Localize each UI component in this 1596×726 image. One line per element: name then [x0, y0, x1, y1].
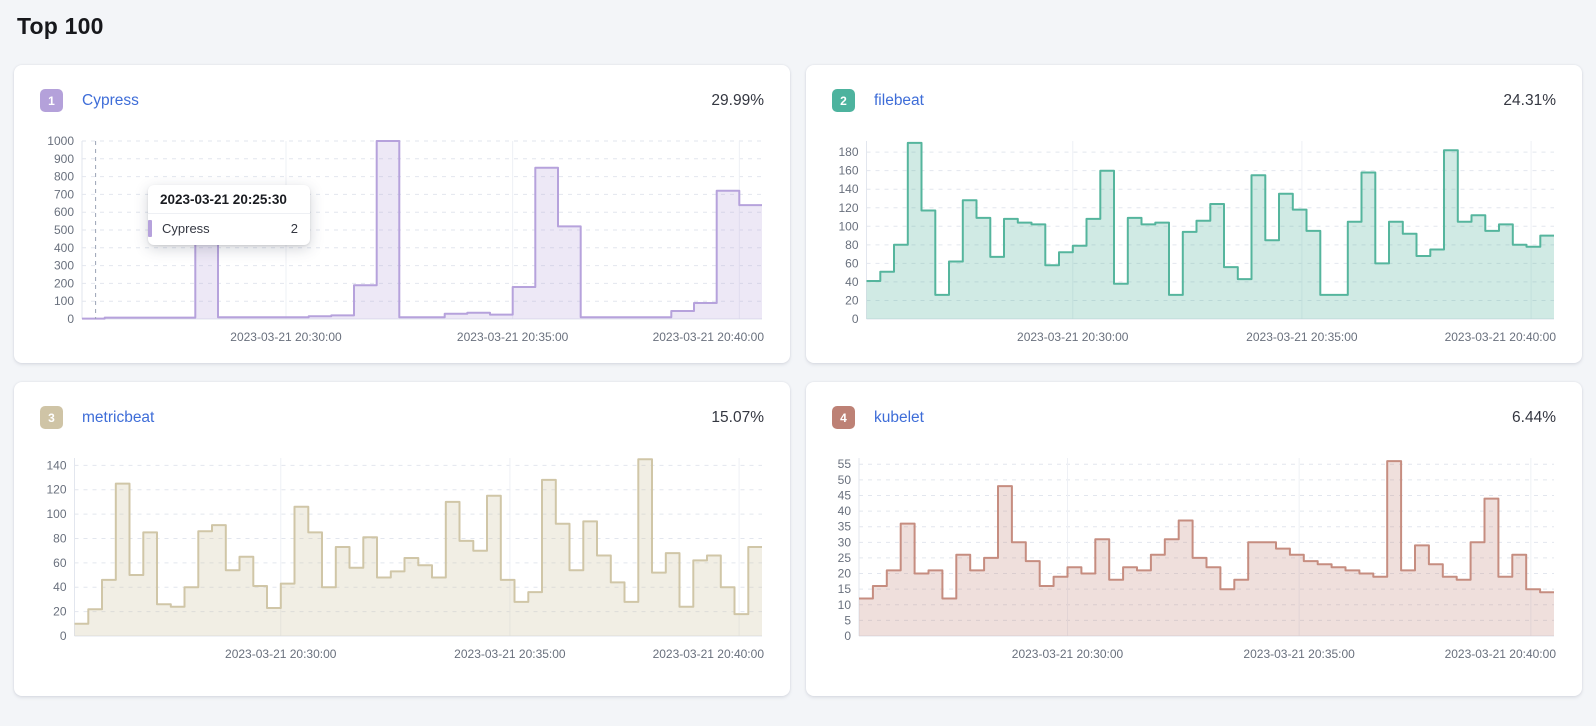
svg-text:80: 80	[845, 238, 859, 252]
svg-text:0: 0	[67, 312, 74, 326]
svg-text:40: 40	[53, 580, 67, 594]
svg-text:900: 900	[54, 152, 74, 166]
svg-text:5: 5	[844, 613, 851, 627]
svg-text:2023-03-21 20:30:00: 2023-03-21 20:30:00	[230, 330, 342, 344]
svg-text:15: 15	[838, 582, 852, 596]
kubelet-chart[interactable]: 0 5 10 15 20 25 30 35 40 45 50 55 2023-03-21 20:30:0…	[832, 450, 1556, 662]
rank-badge: 4	[832, 406, 855, 429]
percent-value: 15.07%	[711, 408, 764, 426]
svg-text:800: 800	[54, 170, 74, 184]
chart-tooltip: 2023-03-21 20:25:30 Cypress 2	[148, 185, 310, 245]
svg-text:160: 160	[838, 164, 858, 178]
series-name-link[interactable]: Cypress	[82, 91, 139, 109]
rank-badge: 3	[40, 406, 63, 429]
svg-text:2023-03-21 20:30:00: 2023-03-21 20:30:00	[1012, 647, 1124, 661]
svg-text:45: 45	[838, 488, 852, 502]
svg-text:140: 140	[46, 458, 66, 472]
svg-text:0: 0	[852, 312, 859, 326]
svg-text:60: 60	[53, 556, 67, 570]
svg-text:50: 50	[838, 473, 852, 487]
svg-text:2023-03-21 20:30:00: 2023-03-21 20:30:00	[1017, 330, 1129, 344]
svg-text:2023-03-21 20:40:00: 2023-03-21 20:40:00	[653, 647, 764, 661]
svg-text:40: 40	[845, 275, 859, 289]
svg-text:20: 20	[845, 293, 859, 307]
svg-text:600: 600	[54, 205, 74, 219]
metricbeat-chart[interactable]: 0 20 40 60 80 100 120 140 2023-03-21 20:30:00 202…	[40, 450, 764, 662]
panel-cypress: 1 Cypress 29.99% 0 100 200 300 400 500 600 700 8…	[14, 65, 790, 363]
panel-kubelet: 4 kubelet 6.44% 0 5 10 15 20 25 30 35 40 45 50 55 20…	[806, 382, 1582, 696]
percent-value: 29.99%	[711, 91, 764, 109]
svg-text:20: 20	[838, 567, 852, 581]
svg-text:0: 0	[60, 629, 67, 643]
panels-grid: 1 Cypress 29.99% 0 100 200 300 400 500 600 700 8…	[0, 65, 1596, 696]
svg-text:0: 0	[844, 629, 851, 643]
svg-text:2023-03-21 20:35:00: 2023-03-21 20:35:00	[1243, 647, 1355, 661]
percent-value: 24.31%	[1503, 91, 1556, 109]
svg-text:10: 10	[838, 598, 852, 612]
series-name-link[interactable]: metricbeat	[82, 408, 155, 426]
svg-text:60: 60	[845, 256, 859, 270]
series-name-link[interactable]: filebeat	[874, 91, 924, 109]
svg-text:2023-03-21 20:35:00: 2023-03-21 20:35:00	[1246, 330, 1358, 344]
rank-badge: 2	[832, 89, 855, 112]
svg-text:80: 80	[53, 531, 67, 545]
svg-text:120: 120	[838, 201, 858, 215]
series-marker-icon	[148, 220, 152, 237]
svg-text:700: 700	[54, 187, 74, 201]
svg-text:100: 100	[838, 219, 858, 233]
tooltip-series-row: Cypress 2	[148, 214, 310, 245]
percent-value: 6.44%	[1512, 408, 1556, 426]
svg-text:2023-03-21 20:40:00: 2023-03-21 20:40:00	[653, 330, 764, 344]
tooltip-series-label: Cypress	[162, 221, 210, 236]
svg-text:300: 300	[54, 259, 74, 273]
svg-text:400: 400	[54, 241, 74, 255]
svg-text:2023-03-21 20:40:00: 2023-03-21 20:40:00	[1445, 647, 1556, 661]
rank-badge: 1	[40, 89, 63, 112]
tooltip-series-value: 2	[290, 221, 298, 236]
panel-header: 2 filebeat 24.31%	[832, 89, 1556, 112]
svg-text:180: 180	[838, 145, 858, 159]
svg-text:2023-03-21 20:35:00: 2023-03-21 20:35:00	[457, 330, 569, 344]
svg-text:120: 120	[46, 483, 66, 497]
svg-text:2023-03-21 20:30:00: 2023-03-21 20:30:00	[225, 647, 337, 661]
panel-header: 3 metricbeat 15.07%	[40, 406, 764, 429]
panel-header: 1 Cypress 29.99%	[40, 89, 764, 112]
svg-text:100: 100	[46, 507, 66, 521]
filebeat-chart[interactable]: 0 20 40 60 80 100 120 140 160 180 2023-03-21 20:30…	[832, 133, 1556, 345]
panel-filebeat: 2 filebeat 24.31% 0 20 40 60 80 100 120 140 160 1…	[806, 65, 1582, 363]
svg-text:100: 100	[54, 294, 74, 308]
svg-text:20: 20	[53, 605, 67, 619]
svg-text:25: 25	[838, 551, 852, 565]
svg-text:40: 40	[838, 504, 852, 518]
svg-text:2023-03-21 20:40:00: 2023-03-21 20:40:00	[1445, 330, 1556, 344]
panel-header: 4 kubelet 6.44%	[832, 406, 1556, 429]
series-name-link[interactable]: kubelet	[874, 408, 924, 426]
page-title: Top 100	[17, 13, 104, 39]
panel-metricbeat: 3 metricbeat 15.07% 0 20 40 60 80 100 120 140 20…	[14, 382, 790, 696]
svg-text:35: 35	[838, 520, 852, 534]
tooltip-timestamp: 2023-03-21 20:25:30	[148, 185, 310, 214]
svg-text:55: 55	[838, 457, 852, 471]
svg-text:500: 500	[54, 223, 74, 237]
svg-text:2023-03-21 20:35:00: 2023-03-21 20:35:00	[454, 647, 566, 661]
svg-text:200: 200	[54, 276, 74, 290]
svg-text:140: 140	[838, 182, 858, 196]
svg-text:30: 30	[838, 535, 852, 549]
svg-text:1000: 1000	[47, 134, 74, 148]
